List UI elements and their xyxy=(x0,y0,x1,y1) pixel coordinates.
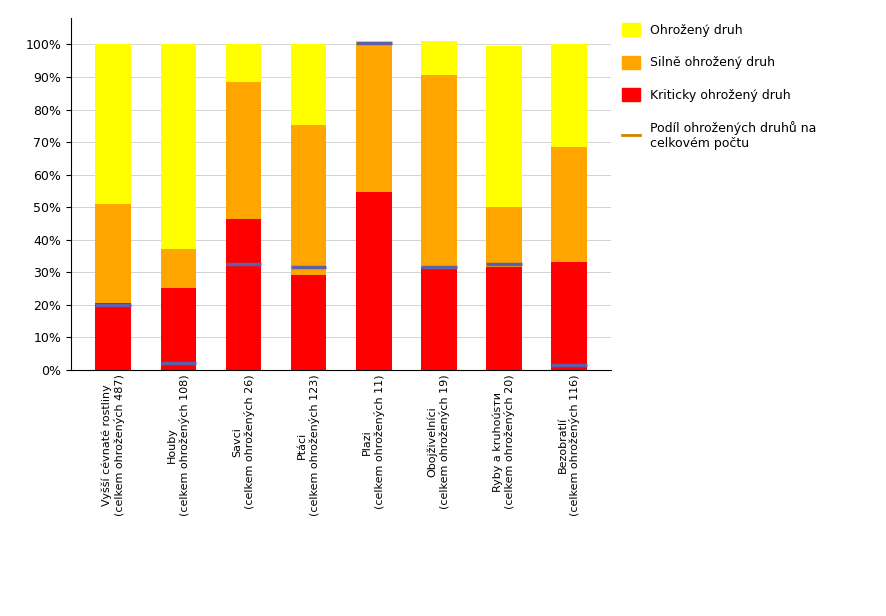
Bar xyxy=(160,288,197,370)
Bar xyxy=(160,249,197,288)
Bar xyxy=(291,44,326,125)
Bar xyxy=(356,192,392,370)
Bar xyxy=(96,303,131,370)
Bar xyxy=(291,125,326,275)
Bar xyxy=(486,267,522,370)
Bar xyxy=(421,267,456,370)
Legend: Ohrožený druh, Silně ohrožený druh, Kriticky ohrožený druh, Podíl ohrožených dru: Ohrožený druh, Silně ohrožený druh, Krit… xyxy=(617,18,822,155)
Bar xyxy=(96,44,131,204)
Bar xyxy=(226,44,261,82)
Bar xyxy=(226,219,261,370)
Bar xyxy=(356,44,392,192)
Bar xyxy=(486,46,522,207)
Bar xyxy=(551,147,587,262)
Bar xyxy=(356,41,392,44)
Bar xyxy=(551,262,587,370)
Bar xyxy=(486,207,522,267)
Bar xyxy=(291,275,326,370)
Bar xyxy=(160,44,197,249)
Bar xyxy=(551,44,587,147)
Bar xyxy=(421,75,456,267)
Bar xyxy=(226,82,261,219)
Bar xyxy=(421,41,456,75)
Bar xyxy=(96,204,131,303)
